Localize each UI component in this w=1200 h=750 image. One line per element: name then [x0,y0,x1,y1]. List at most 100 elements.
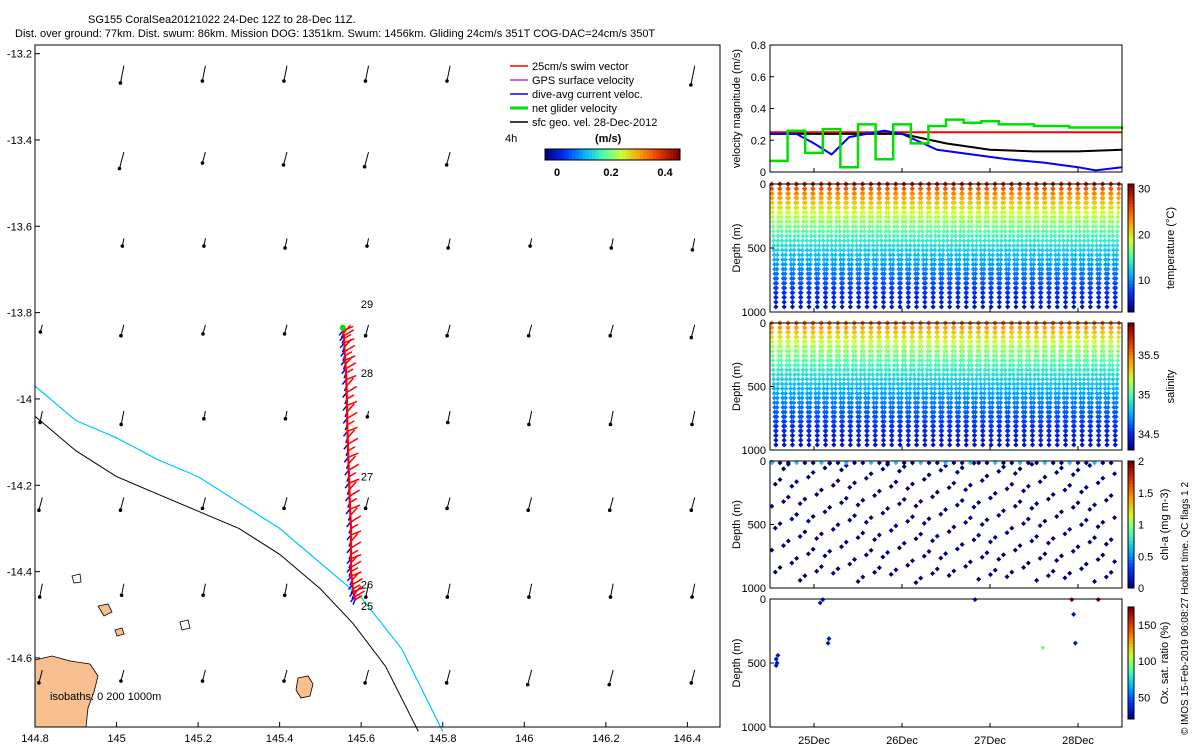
temperature-point [937,247,943,253]
salinity-point [898,418,904,424]
salinity-point [977,367,983,373]
temperature-point [964,280,970,286]
temperature-point [799,252,805,258]
temperature-point [982,219,988,225]
salinity-point [997,428,1003,434]
salinity-point [1010,353,1016,359]
temperature-point [945,242,951,248]
temperature-point [1097,266,1103,272]
salinity-point [1088,418,1094,424]
temperature-point [861,228,867,234]
temperature-point [901,190,907,196]
geo-vector-head [119,593,124,597]
salinity-point [841,367,847,373]
salinity-point [905,442,911,448]
temperature-colorbar-frame [1127,183,1135,313]
salinity-point [1085,362,1091,368]
salinity-point [1105,400,1111,406]
salinity-point [926,329,932,335]
salinity-point [947,433,953,439]
salinity-point [931,409,937,415]
salinity-point [1051,353,1057,359]
salinity-point [852,348,858,354]
salinity-point [1007,372,1013,378]
temperature-point [1064,242,1070,248]
temperature-point [912,257,918,263]
salinity-point [1048,376,1054,382]
temperature-point [915,247,921,253]
salinity-point [1013,433,1019,439]
map-x-tick-label: 146.4 [674,733,702,745]
temperature-point [919,205,925,211]
temperature-point [815,266,821,272]
temperature-point [1080,271,1086,277]
temperature-point [1086,261,1092,267]
temperature-point [854,257,860,263]
salinity-point [940,404,946,410]
temperature-point [874,247,880,253]
temperature-point [790,285,796,291]
temperature-point [769,190,775,196]
salinity-point [791,395,797,401]
temperature-point [891,233,897,239]
salinity-point [993,339,999,345]
temperature-point [1110,233,1116,239]
temperature-point [1030,271,1036,277]
geo-vector [120,324,125,336]
temperature-point [879,247,885,253]
swim-vector [349,504,361,510]
temperature-point [813,257,819,263]
temperature-point [844,195,850,201]
temperature-point [804,257,810,263]
salinity-point [1015,386,1021,392]
salinity-point [887,400,893,406]
figure-title: SG155 CoralSea20121022 24-Dec 12Z to 28-… [88,14,356,26]
salinity-point [874,376,880,382]
salinity-point [881,423,887,429]
salinity-point [1036,376,1042,382]
temperature-point [842,224,848,230]
temperature-point [771,242,777,248]
salinity-point [1048,381,1054,387]
temperature-point [815,294,821,300]
temperature-point [974,228,980,234]
salinity-point [1051,343,1057,349]
map-colorbar-cell [568,149,573,160]
temperature-point [1092,190,1098,196]
geo-vector [690,65,696,85]
temperature-point [862,247,868,253]
temperature-point [800,224,806,230]
temperature-point [961,238,967,244]
temperature-point [908,228,914,234]
temperature-point [932,233,938,239]
temperature-point [860,190,866,196]
temperature-point [1027,242,1033,248]
salinity-point [910,334,916,340]
salinity-point [902,343,908,349]
salinity-point [1005,423,1011,429]
temperature-point [1084,195,1090,201]
salinity-point [926,325,932,331]
salinity-point [966,367,972,373]
temperature-point [790,299,796,305]
salinity-point [949,358,955,364]
temperature-point [782,271,788,277]
salinity-point [919,353,925,359]
salinity-point [974,353,980,359]
temperature-point [914,285,920,291]
temperature-point [932,257,938,263]
temperature-point [914,294,920,300]
salinity-point [800,372,806,378]
salinity-point [889,428,895,434]
temperature-point [840,261,846,267]
temperature-point [993,195,999,201]
salinity-point [821,395,827,401]
temperature-point [937,252,943,258]
temperature-point [860,195,866,201]
temperature-point [878,233,884,239]
temperature-point [849,266,855,272]
temperature-point [901,186,907,192]
temperature-point [906,271,912,277]
salinity-point [915,390,921,396]
salinity-point [832,404,838,410]
